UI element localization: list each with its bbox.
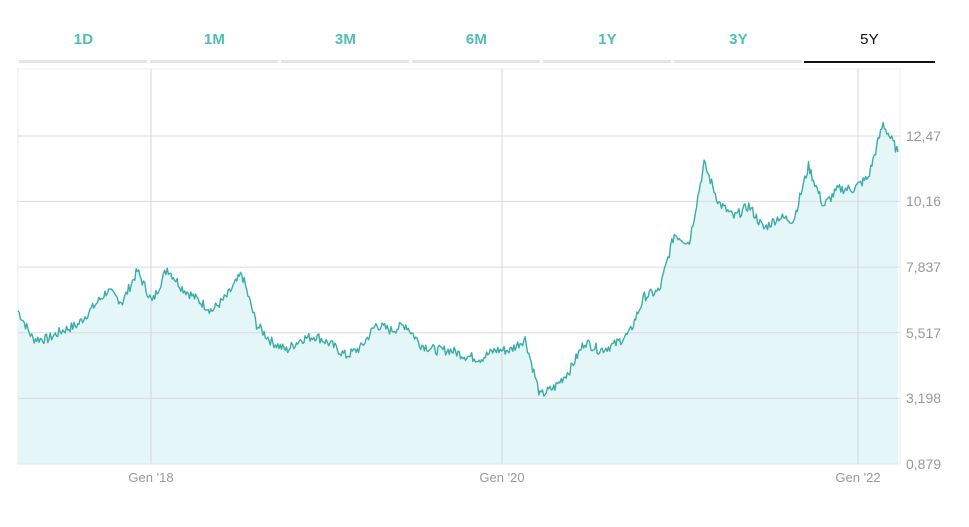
tab-underline (804, 61, 935, 63)
y-tick-label: 0,879 (906, 456, 941, 472)
tab-3m[interactable]: 3M (280, 0, 411, 64)
y-tick-label: 7,837 (906, 259, 941, 275)
tab-1d[interactable]: 1D (18, 0, 149, 64)
tab-underline (19, 60, 147, 63)
tab-1m[interactable]: 1M (149, 0, 280, 64)
vertical-gridlines (150, 69, 859, 464)
y-tick-label: 3,198 (906, 390, 941, 406)
tab-6m[interactable]: 6M (411, 0, 542, 64)
tab-underline (281, 60, 409, 63)
tab-underline (150, 60, 278, 63)
time-range-tabs: 1D 1M 3M 6M 1Y 3Y 5Y (18, 0, 935, 64)
y-axis-labels: 12,47 10,16 7,837 5,517 3,198 0,879 (906, 128, 941, 472)
x-tick-label: Gen '20 (479, 470, 524, 485)
x-axis-labels: Gen '18 Gen '20 Gen '22 (128, 470, 880, 485)
y-tick-label: 10,16 (906, 193, 941, 209)
y-tick-label: 5,517 (906, 325, 941, 341)
horizontal-gridlines (18, 135, 900, 399)
tab-label: 3Y (729, 31, 748, 48)
tab-3y[interactable]: 3Y (673, 0, 804, 64)
tab-label: 3M (334, 31, 357, 48)
x-tick-label: Gen '22 (835, 470, 880, 485)
tab-label: 1Y (598, 31, 617, 48)
tab-label: 6M (465, 31, 488, 48)
y-tick-label: 12,47 (906, 128, 941, 144)
tab-underline (543, 60, 671, 63)
tab-1y[interactable]: 1Y (542, 0, 673, 64)
price-area (18, 122, 898, 464)
tab-label: 1D (73, 31, 94, 48)
tab-label: 1M (203, 31, 226, 48)
tab-underline (674, 60, 802, 63)
tab-underline (412, 60, 540, 63)
price-line (17, 121, 899, 397)
tab-5y[interactable]: 5Y (804, 0, 935, 64)
x-tick-label: Gen '18 (128, 470, 173, 485)
tab-label: 5Y (860, 31, 879, 48)
